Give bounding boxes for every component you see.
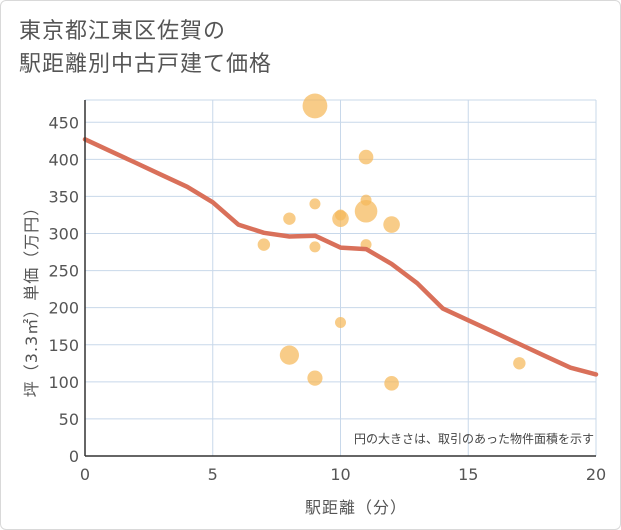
bubble-point (513, 357, 526, 370)
bubble-point (335, 209, 346, 221)
bubble-point (383, 216, 400, 233)
bubble-point (283, 212, 296, 225)
bubble-point (307, 370, 323, 386)
gridlines (85, 99, 597, 456)
chart-title: 東京都江東区佐賀の 駅距離別中古戸建て価格 (19, 15, 272, 81)
x-tick-label: 5 (208, 465, 218, 484)
bubble-point (360, 194, 372, 206)
chart-title-line-1: 東京都江東区佐賀の (19, 19, 227, 44)
trend-line (82, 137, 599, 377)
y-tick-label: 0 (69, 447, 79, 466)
y-tick-label: 350 (48, 187, 79, 206)
size-annotation: 円の大きさは、取引のあった物件面積を示す (354, 431, 594, 446)
chart-title-line-2: 駅距離別中古戸建て価格 (19, 52, 273, 77)
bubble-point (279, 345, 299, 365)
y-tick-label: 50 (59, 410, 79, 429)
x-tick-label: 0 (80, 465, 90, 484)
bubble-point (309, 198, 321, 210)
tick-labels: 0 50 100 150 200 250 300 350 400 450 0 5 10 15 20 (48, 113, 606, 484)
y-tick-label: 300 (48, 225, 79, 244)
trend-series (82, 137, 599, 377)
y-tick-label: 400 (48, 150, 79, 169)
y-axis-title: 坪（3.3㎡）単価（万円） (22, 199, 41, 397)
x-tick-label: 15 (458, 465, 478, 484)
x-tick-label: 10 (330, 465, 350, 484)
axes (84, 100, 596, 457)
y-tick-label: 250 (48, 262, 79, 281)
y-tick-label: 450 (48, 113, 79, 132)
bubble-point (257, 238, 271, 251)
bubble-point (302, 93, 328, 119)
y-tick-label: 150 (48, 336, 79, 355)
bubble-series (257, 93, 526, 391)
bubble-point (384, 376, 399, 391)
bubble-point (335, 317, 346, 328)
x-axis-title: 駅距離（分） (305, 498, 407, 517)
bubble-point (354, 199, 378, 223)
bubble-point (309, 241, 321, 253)
bubble-point (358, 149, 374, 165)
y-tick-label: 200 (48, 299, 79, 318)
y-tick-label: 100 (48, 373, 79, 392)
x-tick-label: 20 (586, 465, 606, 484)
